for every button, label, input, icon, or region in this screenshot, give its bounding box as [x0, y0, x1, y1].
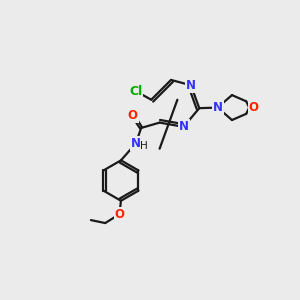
Text: H: H [140, 141, 148, 151]
Text: O: O [128, 109, 138, 122]
Text: N: N [186, 79, 196, 92]
Text: Cl: Cl [129, 85, 142, 98]
Text: N: N [213, 101, 223, 114]
Text: N: N [178, 120, 189, 133]
Text: O: O [249, 101, 259, 114]
Text: N: N [131, 137, 141, 150]
Text: O: O [115, 208, 124, 220]
